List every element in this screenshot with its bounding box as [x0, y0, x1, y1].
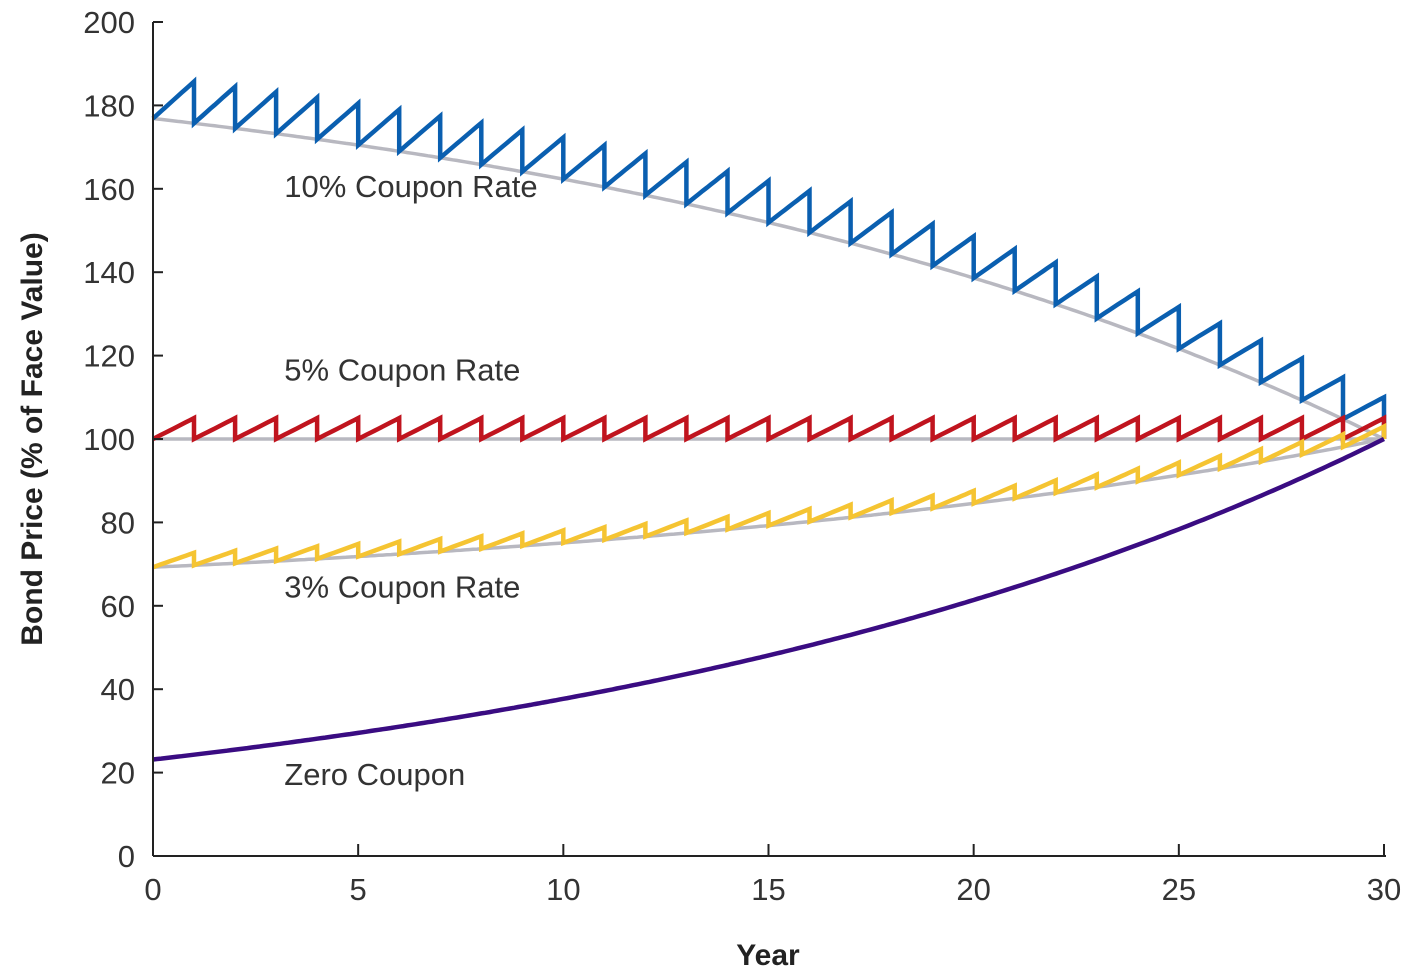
y-tick-label: 20	[101, 756, 135, 791]
y-tick-label: 140	[83, 255, 135, 290]
y-tick-label: 100	[83, 422, 135, 457]
y-tick-label: 160	[83, 172, 135, 207]
series-label-5-coupon-rate: 5% Coupon Rate	[284, 353, 520, 388]
series-label-10-coupon-rate: 10% Coupon Rate	[284, 169, 537, 204]
series-line-5-coupon-rate	[151, 414, 1387, 443]
series-line-3-coupon-rate	[152, 422, 1387, 570]
ticks: 0 20 40 60 80 100 120 140 160 180 200 0 5 10 15 20 25 30	[83, 5, 1401, 907]
series-line-zero-coupon	[152, 436, 1385, 762]
x-tick-label: 0	[144, 872, 161, 907]
y-tick-label: 60	[101, 589, 135, 624]
clean-price-curve-10-coupon-rate	[152, 116, 1385, 441]
plot-area	[151, 76, 1387, 762]
series-line-10-coupon-rate	[151, 76, 1387, 439]
y-axis-title: Bond Price (% of Face Value)	[16, 232, 49, 645]
clean-price-curve-3-coupon-rate	[152, 437, 1385, 569]
x-tick-label: 30	[1367, 872, 1401, 907]
series-label-3-coupon-rate: 3% Coupon Rate	[284, 570, 520, 605]
y-tick-label: 80	[101, 505, 135, 540]
y-tick-label: 0	[118, 839, 135, 874]
series-label-zero-coupon: Zero Coupon	[284, 757, 465, 792]
x-tick-label: 25	[1162, 872, 1196, 907]
y-tick-label: 180	[83, 88, 135, 123]
y-tick-label: 120	[83, 339, 135, 374]
x-tick-label: 15	[751, 872, 785, 907]
x-axis-title: Year	[736, 939, 800, 972]
series-annotations: 10% Coupon Rate 5% Coupon Rate 3% Coupon R…	[284, 169, 537, 792]
x-tick-label: 20	[956, 872, 990, 907]
x-tick-label: 5	[350, 872, 367, 907]
y-tick-label: 40	[101, 672, 135, 707]
y-tick-label: 200	[83, 5, 135, 40]
x-tick-label: 10	[546, 872, 580, 907]
